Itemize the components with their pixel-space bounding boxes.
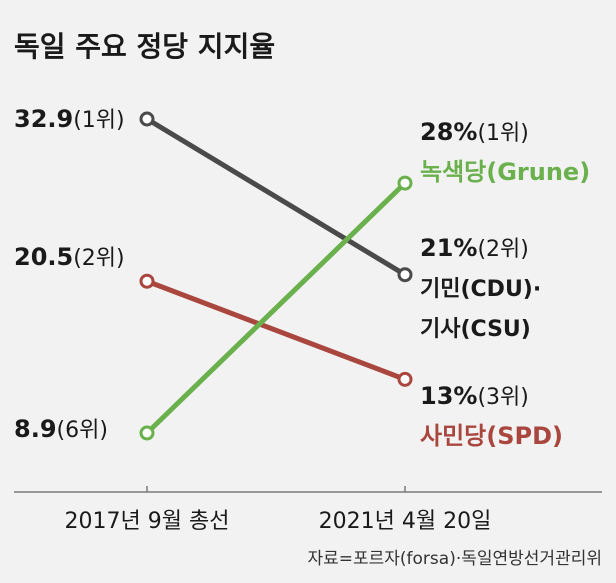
data-point-cdu-2021 — [397, 267, 413, 283]
x-tick-label-1: 2017년 9월 총선 — [65, 509, 230, 534]
start-value-green: 8.9 — [14, 415, 57, 443]
start-rank-spd: (2위) — [73, 246, 124, 271]
data-point-spd-2017 — [139, 273, 155, 289]
end-name-cdu-line2: 기사(CSU) — [420, 317, 531, 342]
source-note: 자료=포르자(forsa)·독일연방선거관리위 — [307, 549, 602, 569]
end-label-cdu: 21%(2위) — [420, 234, 529, 262]
start-rank-cdu: (1위) — [73, 108, 124, 133]
start-label-cdu: 32.9(1위) — [14, 105, 125, 133]
series-line-cdu — [144, 116, 408, 278]
end-label-green: 28%(1위) — [420, 118, 529, 146]
series-line-green — [144, 180, 408, 436]
data-point-green-2017 — [139, 425, 155, 441]
end-name-spd: 사민당(SPD) — [420, 422, 563, 450]
start-value-cdu: 32.9 — [14, 105, 73, 133]
series-layer — [139, 111, 413, 441]
start-label-spd: 20.5(2위) — [14, 243, 125, 271]
end-rank-cdu: (2위) — [477, 237, 528, 262]
end-label-spd: 13%(3위) — [420, 382, 529, 410]
end-rank-spd: (3위) — [477, 385, 528, 410]
end-name-cdu-line1: 기민(CDU)· — [420, 277, 541, 302]
end-value-cdu: 21% — [420, 234, 477, 262]
start-value-spd: 20.5 — [14, 243, 73, 271]
data-point-cdu-2017 — [139, 111, 155, 127]
end-rank-green: (1위) — [477, 121, 528, 146]
data-point-spd-2021 — [397, 371, 413, 387]
start-label-green: 8.9(6위) — [14, 415, 108, 443]
end-value-green: 28% — [420, 118, 477, 146]
end-value-spd: 13% — [420, 382, 477, 410]
start-rank-green: (6위) — [57, 418, 108, 443]
x-tick-label-2: 2021년 4월 20일 — [319, 509, 492, 534]
series-line-spd — [144, 278, 408, 382]
data-point-green-2021 — [397, 175, 413, 191]
end-name-green: 녹색당(Grune) — [420, 158, 590, 186]
chart-title: 독일 주요 정당 지지율 — [14, 30, 275, 63]
